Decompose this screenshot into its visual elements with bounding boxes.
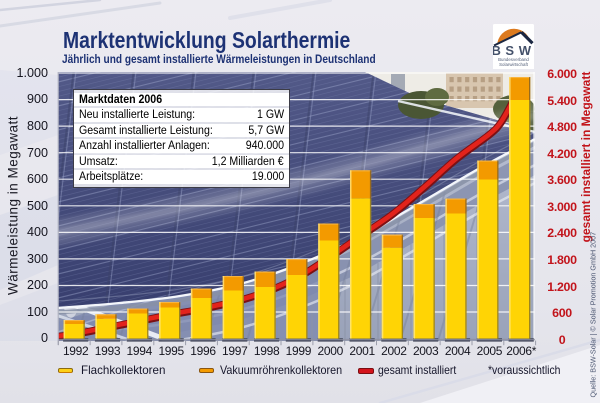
svg-text:Bundesverband: Bundesverband <box>498 57 529 62</box>
svg-text:BSW: BSW <box>493 43 534 58</box>
svg-text:Solarwirtschaft: Solarwirtschaft <box>499 62 529 67</box>
